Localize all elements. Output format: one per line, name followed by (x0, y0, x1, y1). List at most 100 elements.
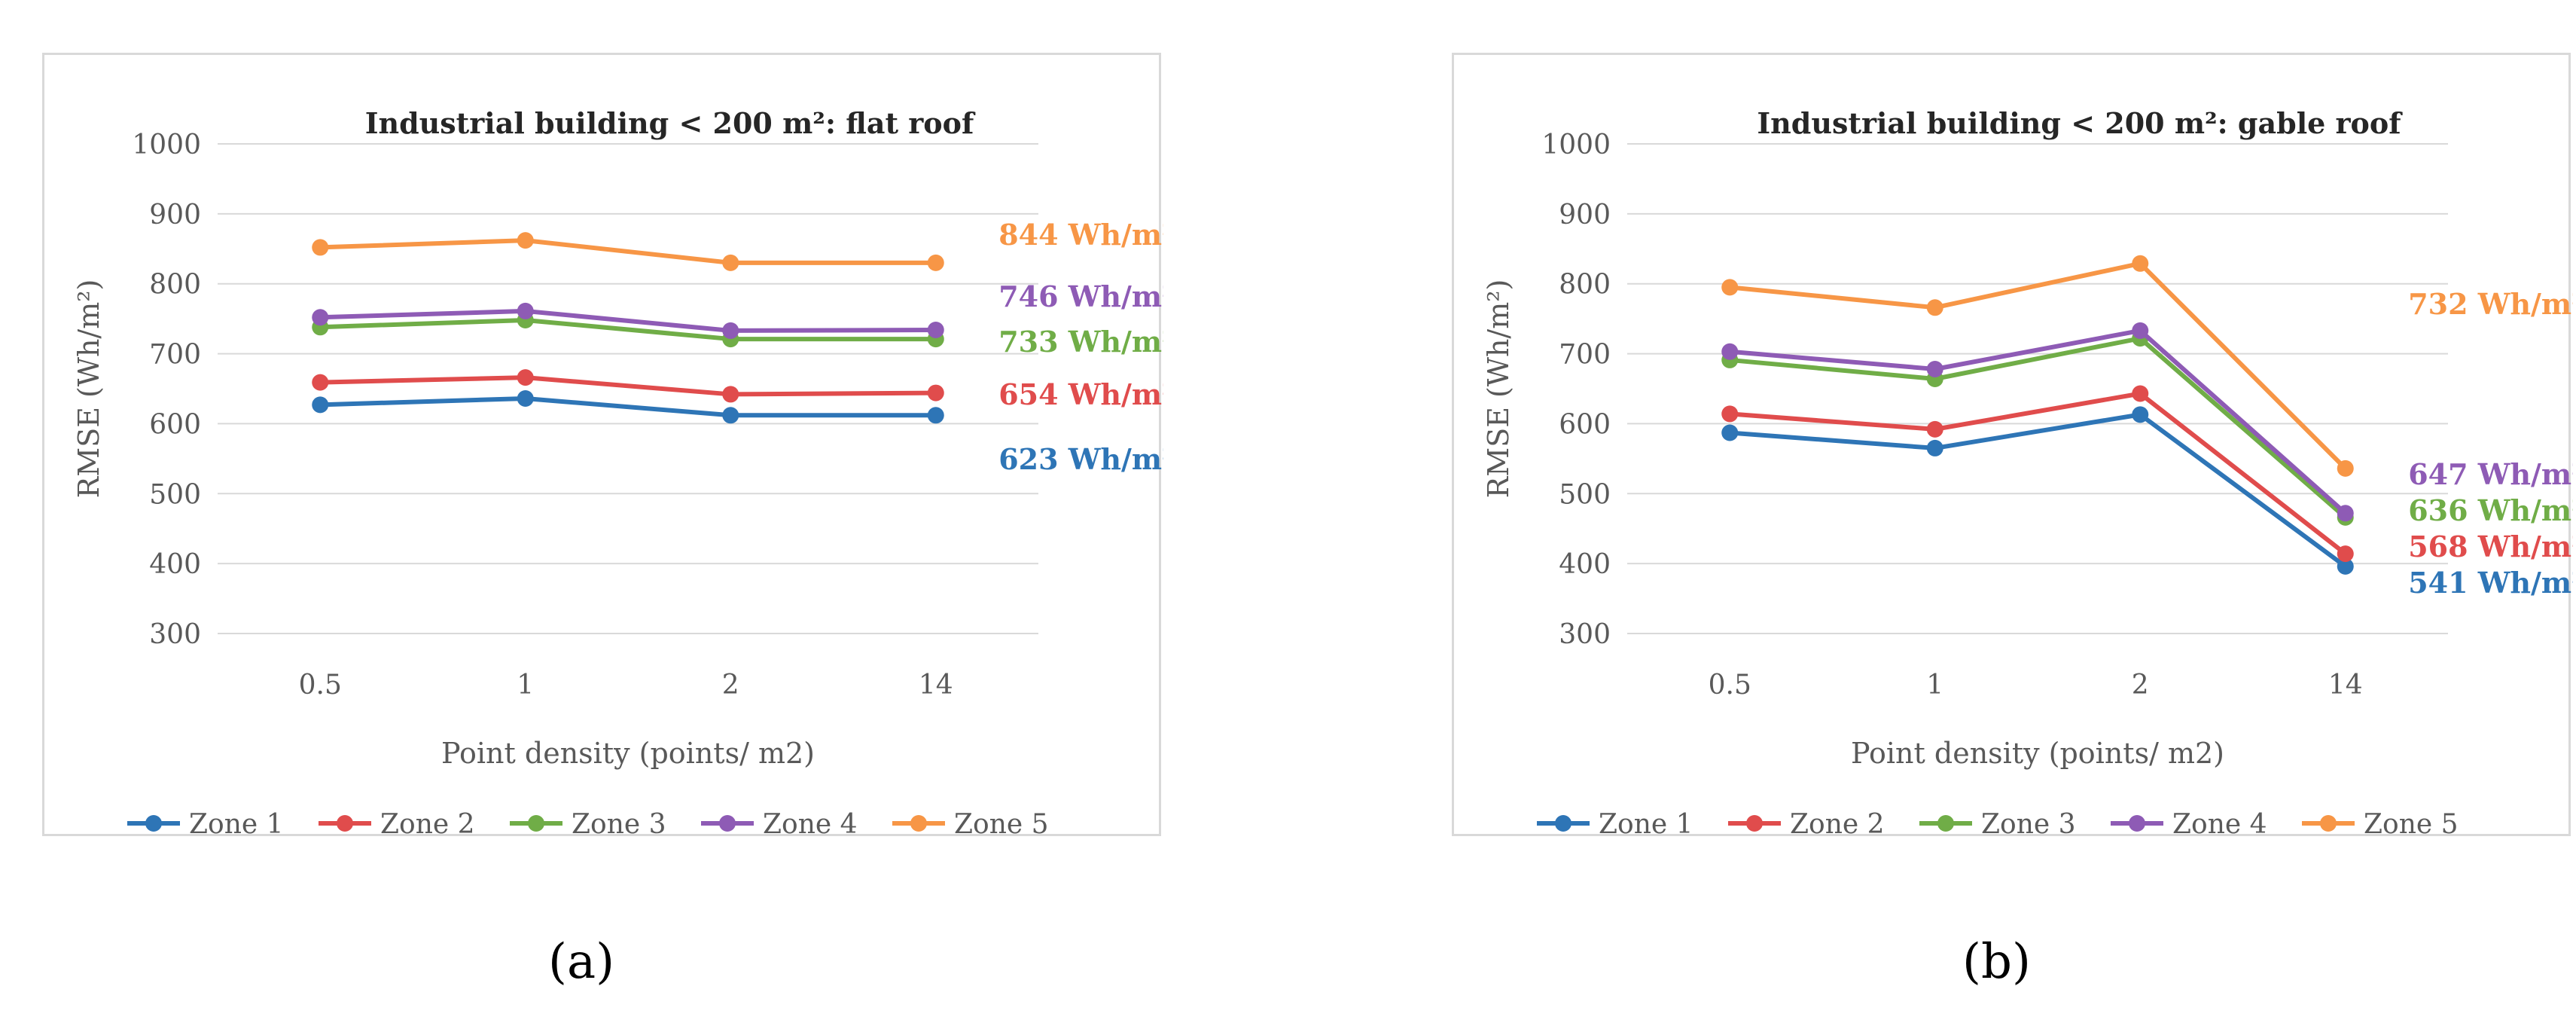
caption-b: (b) (1962, 934, 2031, 990)
data-point (722, 254, 739, 271)
data-point (1926, 439, 1943, 456)
data-point (2337, 557, 2354, 575)
x-tick-label: 14 (919, 670, 953, 701)
y-tick-label: 1000 (132, 130, 201, 160)
y-tick-label: 700 (149, 340, 201, 371)
data-point (312, 374, 329, 391)
legend-swatch-marker (719, 815, 736, 832)
data-point (2337, 460, 2354, 477)
data-point (2132, 255, 2149, 272)
data-point (927, 407, 944, 424)
y-tick-label: 400 (149, 549, 201, 580)
y-tick-label: 500 (1559, 479, 1611, 510)
legend-label: Zone 4 (763, 809, 858, 838)
data-label: 636 Wh/m² (2408, 493, 2573, 527)
legend-swatch-marker (2129, 815, 2145, 832)
y-tick-label: 500 (149, 479, 201, 510)
y-tick-label: 900 (149, 200, 201, 231)
y-tick-label: 400 (1559, 549, 1611, 580)
series-line-zone-5 (320, 238, 936, 265)
x-axis-title: Point density (points/ m2) (1851, 737, 2224, 770)
legend-swatch-marker (1937, 815, 1954, 832)
x-tick-label: 2 (2132, 670, 2149, 701)
legend-label: Zone 1 (189, 809, 284, 838)
series-line-zone-3 (1729, 336, 2347, 520)
y-tick-label: 600 (149, 409, 201, 440)
data-point (312, 309, 329, 326)
data-point (2132, 385, 2149, 402)
series-line-zone-2 (1730, 391, 2347, 556)
data-label: 654 Wh/m² (998, 377, 1163, 411)
data-point (2132, 322, 2149, 339)
legend-swatch-marker (528, 815, 544, 832)
data-point (2337, 545, 2354, 563)
legend-label: Zone 1 (1599, 809, 1693, 838)
data-point (1721, 343, 1739, 360)
chart-b-svg: Industrial building < 200 m²: gable roof… (1482, 106, 2573, 838)
legend-swatch-marker (145, 815, 162, 832)
data-label: 733 Wh/m² (998, 325, 1163, 359)
data-point (927, 384, 944, 402)
legend-label: Zone 3 (1981, 809, 2076, 838)
data-point (2337, 505, 2354, 522)
chart-title: Industrial building < 200 m²: gable roof (1757, 106, 2403, 140)
data-point (312, 396, 329, 414)
y-axis-title: RMSE (Wh/m²) (1482, 279, 1515, 499)
legend-label: Zone 5 (954, 809, 1049, 838)
legend-swatch-marker (1746, 815, 1763, 832)
legend-label: Zone 2 (1790, 809, 1885, 838)
series-line-zone-4 (320, 308, 936, 333)
chart-a-svg: Industrial building < 200 m²: flat roof 3… (72, 106, 1163, 838)
data-label: 844 Wh/m² (998, 218, 1163, 252)
x-tick-label: 2 (722, 670, 739, 701)
y-tick-label: 900 (1559, 200, 1611, 231)
legend-swatch-marker (1555, 815, 1572, 832)
data-point (517, 232, 534, 249)
data-label: 568 Wh/m² (2408, 530, 2573, 563)
data-label: 732 Wh/m² (2408, 287, 2573, 321)
data-point (722, 386, 739, 403)
y-axis-title: RMSE (Wh/m²) (72, 279, 105, 499)
legend-swatch-marker (910, 815, 927, 832)
x-tick-label: 0.5 (1709, 670, 1751, 701)
chart-title: Industrial building < 200 m²: flat roof (365, 106, 976, 140)
chart-panel-b: Industrial building < 200 m²: gable roof… (1452, 53, 2573, 838)
series-line-zone-1 (320, 396, 936, 418)
y-tick-label: 600 (1559, 409, 1611, 440)
y-tick-label: 1000 (1541, 130, 1611, 160)
x-tick-label: 1 (517, 670, 534, 701)
y-tick-label: 800 (149, 270, 201, 301)
series-line-zone-3 (320, 318, 936, 342)
legend-swatch-marker (337, 815, 353, 832)
data-point (312, 239, 329, 256)
data-point (517, 390, 534, 407)
legend-label: Zone 3 (572, 809, 666, 838)
series-line-zone-1 (1730, 412, 2347, 569)
data-point (1721, 424, 1739, 441)
caption-a: (a) (548, 934, 615, 990)
data-label: 746 Wh/m² (998, 279, 1163, 313)
legend-label: Zone 5 (2364, 809, 2459, 838)
data-point (927, 322, 944, 338)
series-line-zone-5 (1729, 261, 2347, 470)
x-tick-label: 0.5 (299, 670, 342, 701)
data-point (722, 407, 739, 424)
x-tick-label: 14 (2328, 670, 2363, 701)
data-point (927, 254, 944, 271)
y-tick-label: 800 (1559, 270, 1611, 301)
data-label: 647 Wh/m² (2408, 457, 2573, 491)
data-point (2132, 406, 2149, 423)
legend-label: Zone 4 (2172, 809, 2267, 838)
x-axis-title: Point density (points/ m2) (441, 737, 815, 770)
data-point (517, 302, 534, 319)
data-point (1926, 299, 1943, 316)
data-point (1721, 279, 1739, 296)
series-line-zone-4 (1729, 328, 2347, 515)
data-point (1926, 420, 1943, 438)
data-label: 541 Wh/m² (2408, 566, 2573, 600)
data-point (1721, 405, 1739, 423)
data-point (517, 369, 534, 386)
y-tick-label: 300 (1559, 619, 1611, 650)
chart-panel-a: Industrial building < 200 m²: flat roof 3… (42, 53, 1163, 838)
x-tick-label: 1 (1926, 670, 1943, 701)
